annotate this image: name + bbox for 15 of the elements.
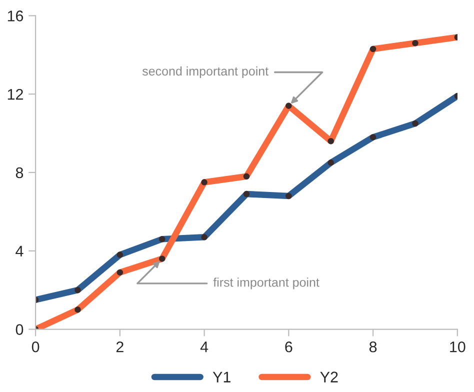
- legend-label: Y1: [212, 372, 230, 382]
- annotation: second important point: [142, 66, 268, 78]
- x-tick-label: 10: [450, 341, 466, 352]
- x-tick-label: 8: [369, 341, 377, 352]
- annotation: first important point: [213, 278, 320, 290]
- y-tick-label: 0: [16, 324, 24, 335]
- y-tick-label: 4: [16, 246, 24, 256]
- y-tick-label: 12: [8, 88, 23, 100]
- y-tick-label: 8: [16, 167, 24, 178]
- y-tick-label: 16: [8, 10, 24, 22]
- x-tick-label: 4: [200, 342, 208, 352]
- x-tick-label: 6: [285, 341, 292, 352]
- x-tick-label: 0: [32, 341, 40, 352]
- legend-label: Y2: [320, 372, 338, 382]
- x-tick-label: 2: [116, 341, 124, 352]
